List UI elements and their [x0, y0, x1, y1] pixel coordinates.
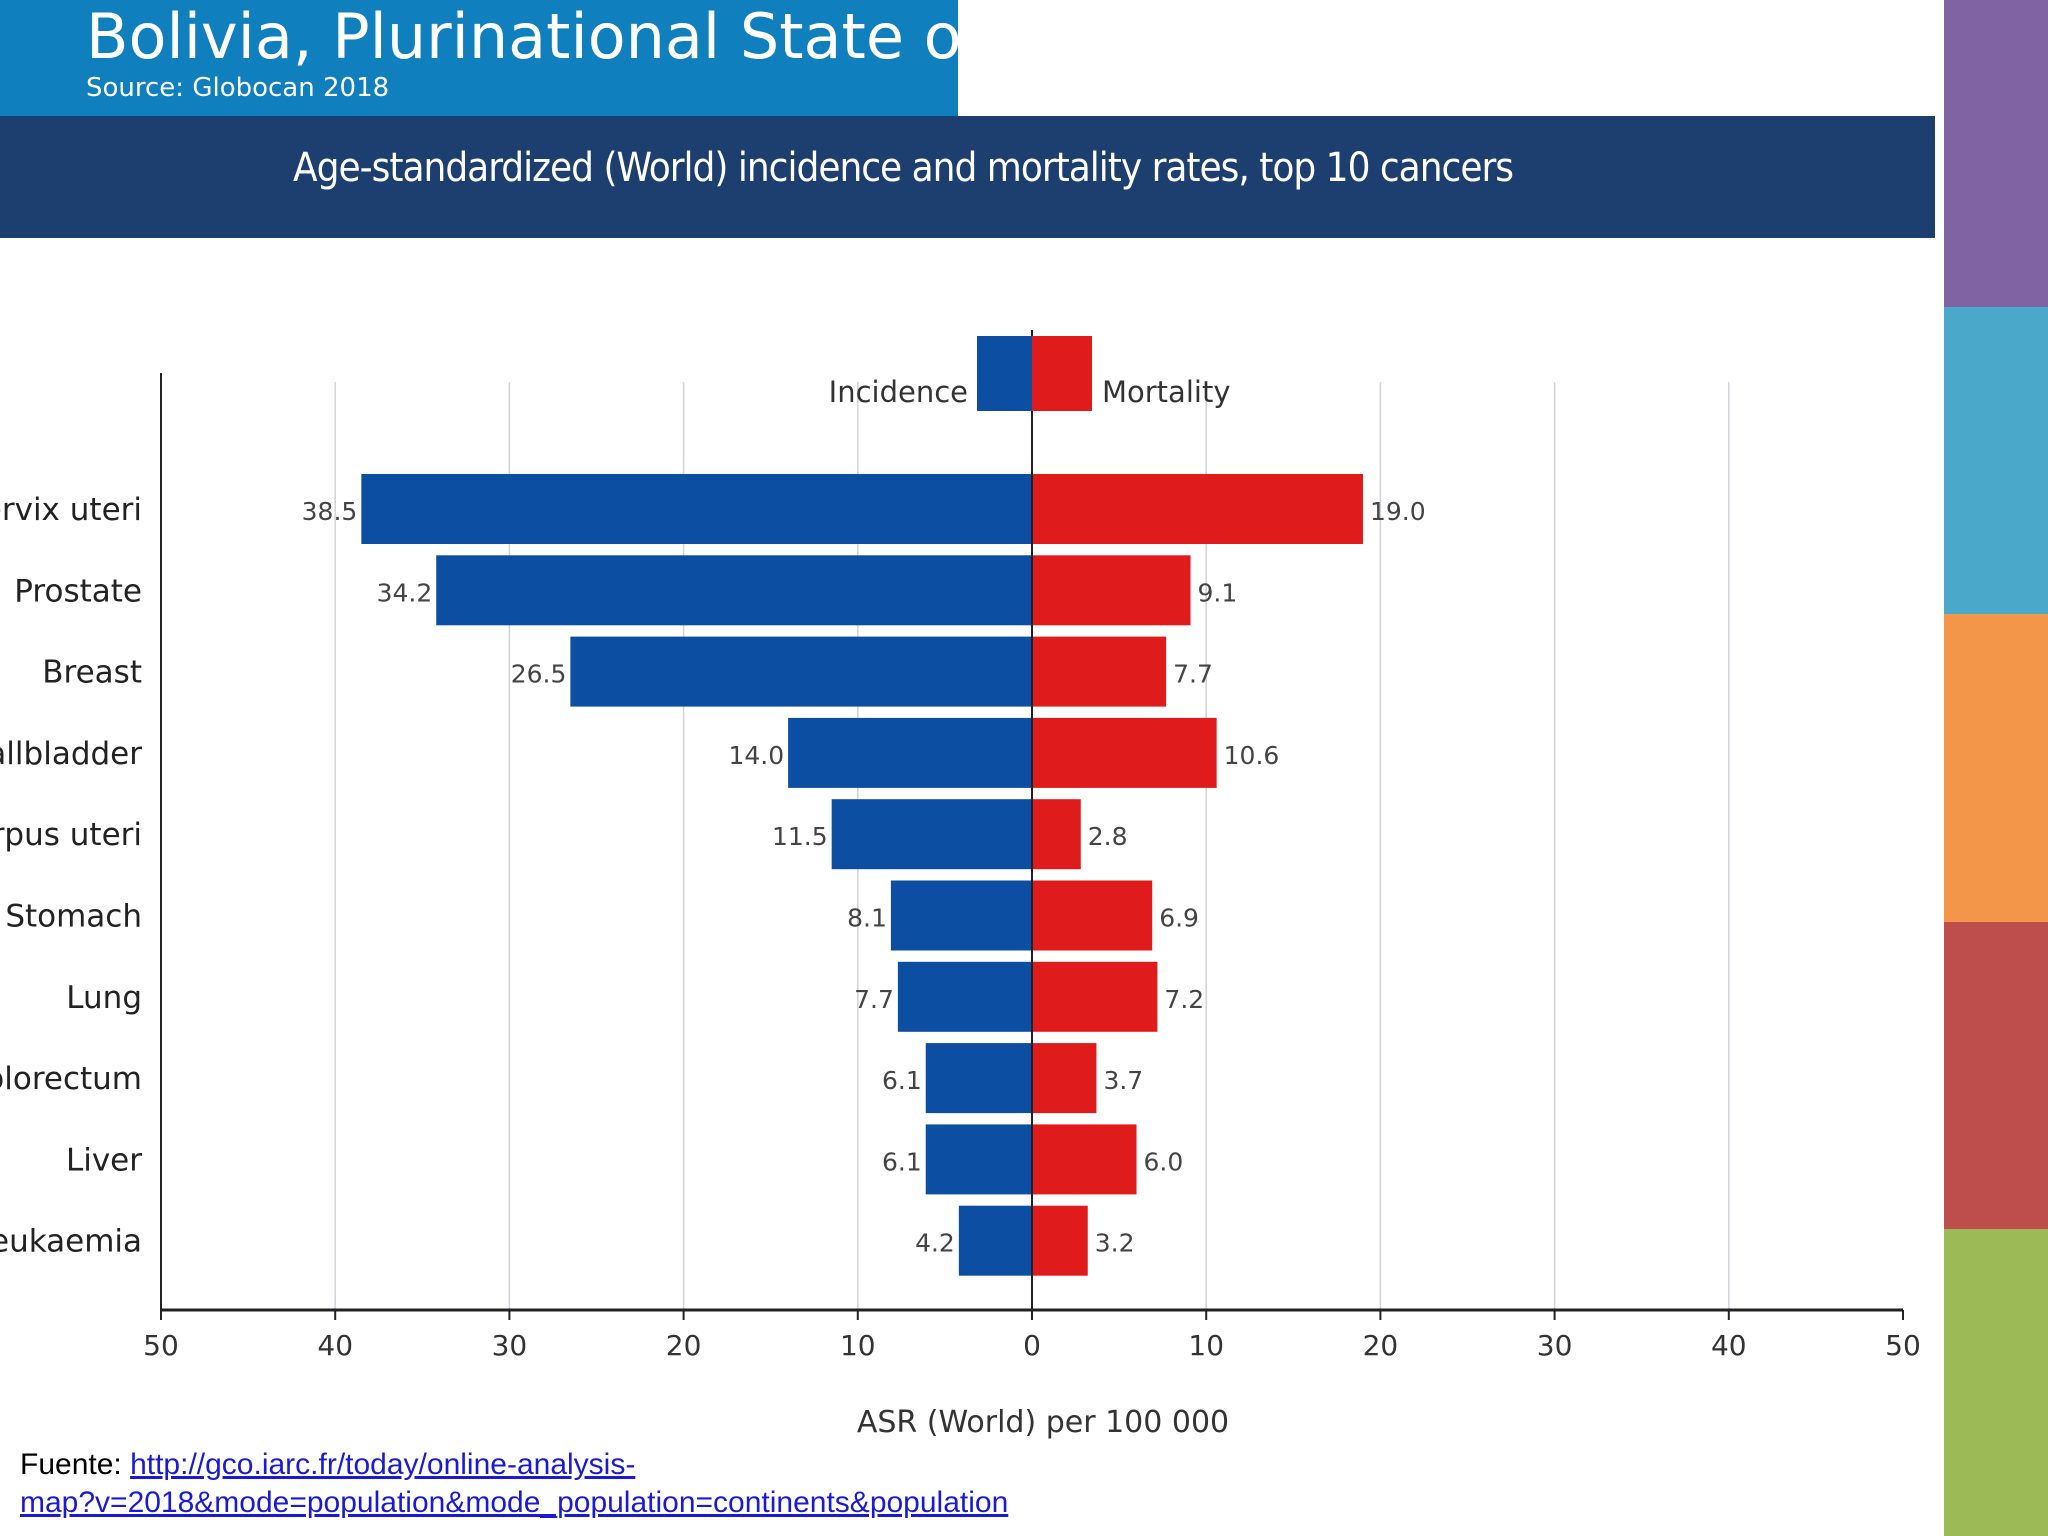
x-tick-label: 20: [666, 1329, 702, 1362]
incidence-bar: [897, 961, 1032, 1032]
category-label: Liver: [66, 1142, 142, 1178]
strip-segment: [1944, 921, 2048, 1230]
chart: 50 40 30 20 10 0 10 20 30 40 50 Cervix uteri 38.5 19.…: [0, 330, 1921, 1440]
mortality-value-label: 10.6: [1224, 741, 1280, 770]
incidence-bar: [361, 474, 1033, 544]
category-label: Leukaemia: [0, 1224, 142, 1260]
incidence-value-label: 11.5: [772, 822, 828, 851]
x-tick-label: 10: [840, 1329, 876, 1362]
incidence-bar: [925, 1043, 1032, 1114]
incidence-value-label: 4.2: [915, 1229, 955, 1258]
category-label: Breast: [42, 655, 142, 691]
mortality-value-label: 7.7: [1173, 660, 1213, 689]
axes: [160, 330, 1904, 1320]
mortality-value-label: 2.8: [1088, 822, 1128, 851]
category-label: Prostate: [14, 573, 142, 609]
category-label: Corpus uteri: [0, 817, 142, 853]
x-tick-label: 50: [143, 1329, 179, 1362]
incidence-bar: [570, 636, 1032, 707]
mortality-bar: [1032, 474, 1363, 544]
mortality-value-label: 19.0: [1370, 497, 1426, 526]
mortality-value-label: 3.7: [1103, 1066, 1143, 1095]
incidence-value-label: 34.2: [377, 578, 433, 607]
mortality-value-label: 7.2: [1164, 985, 1204, 1014]
x-tick-label: 30: [492, 1329, 528, 1362]
x-axis-label: ASR (World) per 100 000: [857, 1405, 1229, 1440]
header-box: Bolivia, Plurinational State of Source: …: [0, 0, 983, 116]
x-tick-label: 40: [1711, 1329, 1747, 1362]
mortality-bar: [1032, 1124, 1137, 1195]
legend: Incidence Mortality: [829, 336, 1230, 411]
incidence-bar: [925, 1124, 1032, 1195]
footer-note: Fuente: http://gco.iarc.fr/today/online-…: [20, 1446, 1940, 1522]
incidence-value-label: 6.1: [882, 1147, 922, 1176]
incidence-bar: [788, 717, 1032, 788]
bars: [361, 474, 1363, 1276]
incidence-bar: [436, 555, 1033, 626]
incidence-value-label: 8.1: [847, 904, 887, 933]
category-label: Stomach: [5, 899, 142, 935]
incidence-value-label: 6.1: [882, 1066, 922, 1095]
mortality-bar: [1032, 799, 1081, 870]
legend-incidence-label: Incidence: [829, 375, 968, 409]
mortality-value-label: 6.0: [1144, 1147, 1184, 1176]
category-label: Lung: [66, 980, 142, 1016]
x-tick-label: 20: [1363, 1329, 1399, 1362]
mortality-value-label: 9.1: [1198, 578, 1238, 607]
source-link[interactable]: http://gco.iarc.fr/today/online-analysis…: [130, 1448, 636, 1481]
mortality-bar: [1032, 717, 1217, 788]
incidence-value-label: 26.5: [511, 660, 567, 689]
incidence-value-label: 38.5: [302, 497, 358, 526]
mortality-value-label: 3.2: [1095, 1229, 1135, 1258]
labels: 50 40 30 20 10 0 10 20 30 40 50 Cervix uteri 38.5 19.…: [0, 492, 1921, 1440]
category-label: Gallbladder: [0, 736, 142, 772]
source-link-continued[interactable]: map?v=2018&mode=population&mode_populati…: [20, 1486, 1009, 1519]
category-label: Colorectum: [0, 1061, 142, 1097]
mortality-bar: [1032, 880, 1153, 951]
strip-segment: [1944, 0, 2048, 308]
incidence-bar: [831, 799, 1032, 870]
country-title: Bolivia, Plurinational State of: [86, 0, 984, 73]
strip-segment: [1944, 307, 2048, 616]
x-tick-label: 50: [1885, 1329, 1921, 1362]
legend-incidence-swatch: [977, 336, 1032, 411]
x-tick-label: 0: [1023, 1329, 1041, 1362]
incidence-bar: [890, 880, 1032, 951]
mortality-bar: [1032, 555, 1191, 626]
source-label: Source: Globocan 2018: [86, 73, 390, 103]
footer-prefix: Fuente:: [20, 1448, 131, 1481]
x-tick-label: 40: [317, 1329, 353, 1362]
incidence-value-label: 7.7: [854, 985, 894, 1014]
category-label: Cervix uteri: [0, 492, 142, 528]
mortality-value-label: 6.9: [1159, 904, 1199, 933]
mortality-bar: [1032, 1205, 1088, 1276]
incidence-bar: [958, 1205, 1032, 1276]
x-tick-label: 30: [1537, 1329, 1573, 1362]
legend-mortality-swatch: [1032, 336, 1092, 411]
mortality-bar: [1032, 1043, 1097, 1114]
chart-banner: Age-standardized (World) incidence and m…: [0, 116, 1935, 238]
color-strip: [1944, 0, 2048, 1536]
x-tick-label: 10: [1188, 1329, 1224, 1362]
strip-segment: [1944, 1228, 2048, 1536]
mortality-bar: [1032, 636, 1167, 707]
strip-segment: [1944, 614, 2048, 923]
incidence-value-label: 14.0: [728, 741, 784, 770]
mortality-bar: [1032, 961, 1158, 1032]
chart-title: Age-standardized (World) incidence and m…: [293, 145, 1514, 191]
legend-mortality-label: Mortality: [1102, 375, 1230, 409]
